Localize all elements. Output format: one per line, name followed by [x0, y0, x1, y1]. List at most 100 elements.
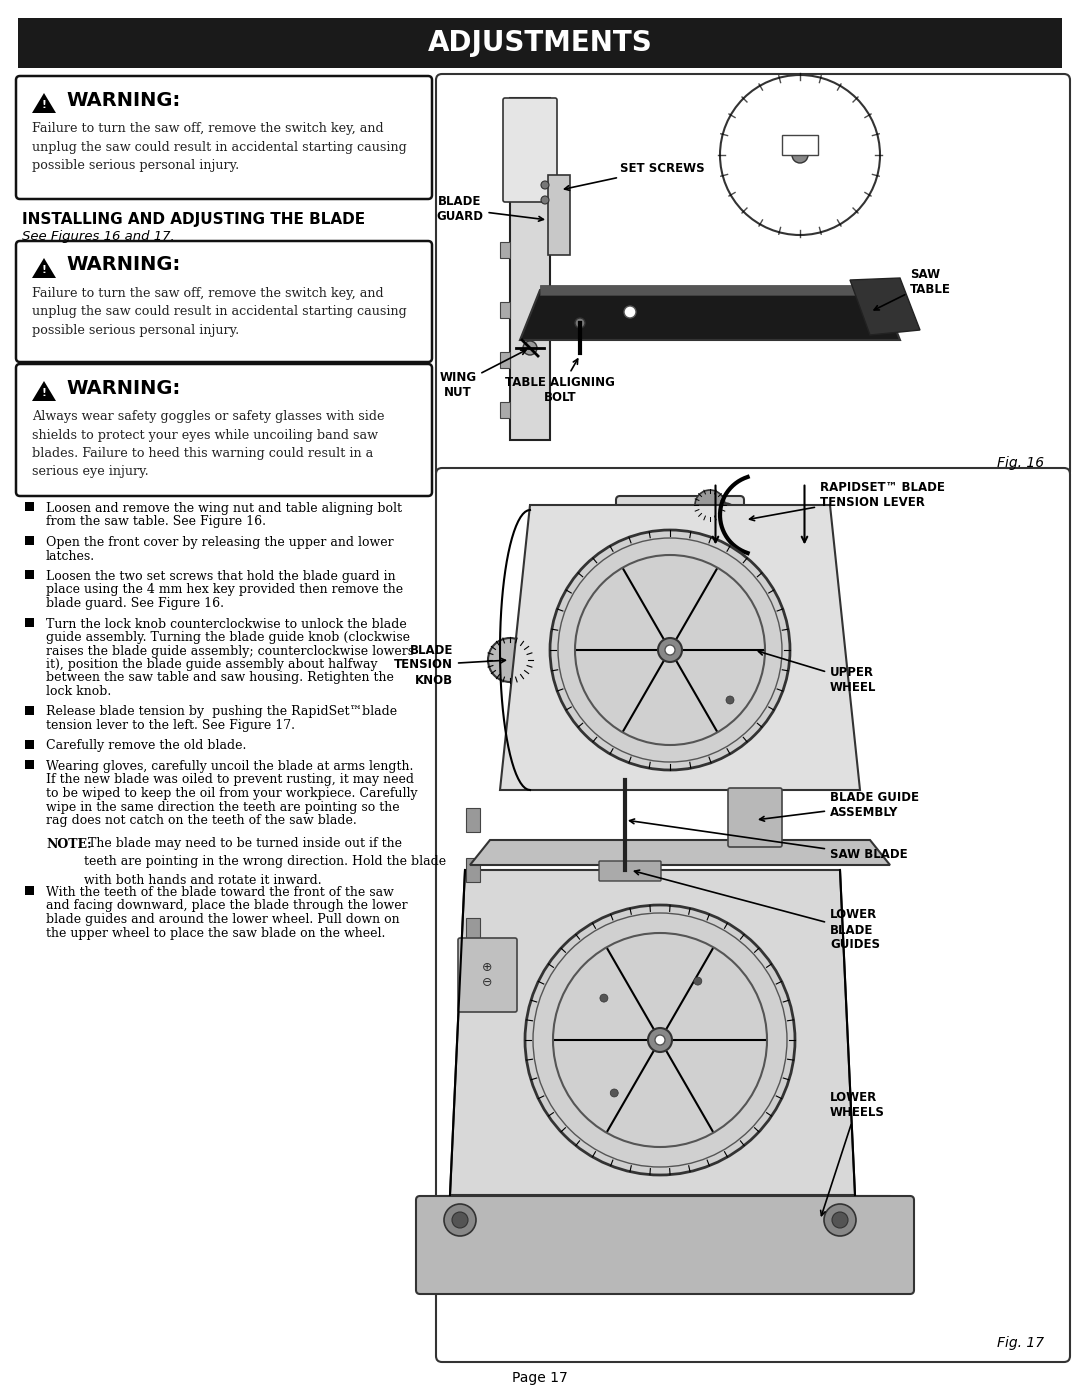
Text: blade guides and around the lower wheel. Pull down on: blade guides and around the lower wheel.…	[46, 914, 400, 926]
Text: See Figures 16 and 17.: See Figures 16 and 17.	[22, 231, 175, 243]
FancyBboxPatch shape	[616, 496, 744, 634]
Circle shape	[824, 1204, 856, 1236]
Bar	[782, 136, 818, 155]
Bar	[500, 242, 510, 258]
Circle shape	[624, 306, 636, 319]
Text: Open the front cover by releasing the upper and lower: Open the front cover by releasing the up…	[46, 536, 393, 549]
Bar	[635, 541, 696, 576]
Text: Carefully remove the old blade.: Carefully remove the old blade.	[46, 739, 246, 753]
Text: rag does not catch on the teeth of the saw blade.: rag does not catch on the teeth of the s…	[46, 814, 356, 827]
Bar	[480, 504, 540, 1310]
Text: Failure to turn the saw off, remove the switch key, and
unplug the saw could res: Failure to turn the saw off, remove the …	[32, 286, 407, 337]
Text: Turn the lock knob counterclockwise to unlock the blade: Turn the lock knob counterclockwise to u…	[46, 617, 407, 630]
Text: !: !	[41, 388, 46, 398]
Bar	[18, 18, 1062, 68]
Text: Release blade tension by  pushing the RapidSet™blade: Release blade tension by pushing the Rap…	[46, 705, 397, 718]
Polygon shape	[540, 285, 880, 295]
Text: LOWER
BLADE
GUIDES: LOWER BLADE GUIDES	[634, 870, 880, 951]
Text: BLADE GUIDE
ASSEMBLY: BLADE GUIDE ASSEMBLY	[759, 791, 919, 821]
Text: raises the blade guide assembly; counterclockwise lowers: raises the blade guide assembly; counter…	[46, 644, 414, 658]
Circle shape	[444, 1204, 476, 1236]
Text: Fig. 17: Fig. 17	[997, 1336, 1044, 1350]
Bar	[465, 918, 480, 942]
Circle shape	[658, 638, 681, 662]
Text: Loosen and remove the wing nut and table aligning bolt: Loosen and remove the wing nut and table…	[46, 502, 402, 515]
Polygon shape	[32, 381, 56, 401]
Text: BLADE
GUARD: BLADE GUARD	[436, 196, 543, 224]
FancyBboxPatch shape	[16, 365, 432, 496]
Text: Loosen the two set screws that hold the blade guard in: Loosen the two set screws that hold the …	[46, 570, 395, 583]
Circle shape	[648, 1028, 672, 1052]
Circle shape	[738, 541, 758, 560]
Circle shape	[693, 977, 702, 985]
FancyBboxPatch shape	[436, 468, 1070, 1362]
Bar	[25, 705, 33, 714]
Text: INSTALLING AND ADJUSTING THE BLADE: INSTALLING AND ADJUSTING THE BLADE	[22, 212, 365, 226]
Text: blade guard. See Figure 16.: blade guard. See Figure 16.	[46, 597, 224, 610]
Text: the upper wheel to place the saw blade on the wheel.: the upper wheel to place the saw blade o…	[46, 926, 386, 940]
Text: wipe in the same direction the teeth are pointing so the: wipe in the same direction the teeth are…	[46, 800, 400, 813]
Circle shape	[550, 529, 789, 770]
Polygon shape	[32, 258, 56, 278]
Bar	[25, 536, 33, 545]
Bar	[25, 502, 33, 511]
FancyBboxPatch shape	[436, 74, 1070, 478]
Text: tension lever to the left. See Figure 17.: tension lever to the left. See Figure 17…	[46, 719, 295, 732]
Polygon shape	[519, 291, 900, 339]
Circle shape	[610, 1090, 618, 1097]
Bar	[548, 175, 570, 256]
Text: guide assembly. Turning the blade guide knob (clockwise: guide assembly. Turning the blade guide …	[46, 631, 410, 644]
Circle shape	[523, 341, 537, 355]
Bar	[500, 352, 510, 367]
Text: SAW BLADE: SAW BLADE	[630, 819, 907, 862]
Text: RAPIDSET™ BLADE
TENSION LEVER: RAPIDSET™ BLADE TENSION LEVER	[750, 481, 945, 521]
Text: latches.: latches.	[46, 549, 95, 563]
Circle shape	[575, 319, 585, 328]
Text: WING
NUT: WING NUT	[440, 351, 526, 400]
Circle shape	[696, 490, 725, 520]
Text: between the saw table and saw housing. Retighten the: between the saw table and saw housing. R…	[46, 672, 394, 685]
Text: Failure to turn the saw off, remove the switch key, and
unplug the saw could res: Failure to turn the saw off, remove the …	[32, 122, 407, 172]
Text: BLADE
TENSION
KNOB: BLADE TENSION KNOB	[394, 644, 505, 686]
Text: TABLE ALIGNING
BOLT: TABLE ALIGNING BOLT	[505, 359, 615, 404]
Polygon shape	[850, 278, 920, 335]
Circle shape	[654, 1035, 665, 1045]
Polygon shape	[500, 504, 860, 789]
Circle shape	[832, 1213, 848, 1228]
Bar	[465, 978, 480, 1002]
Text: WARNING:: WARNING:	[66, 256, 180, 274]
FancyBboxPatch shape	[728, 788, 782, 847]
Polygon shape	[32, 94, 56, 113]
Bar	[25, 886, 33, 895]
Text: WARNING:: WARNING:	[66, 91, 180, 109]
Bar	[510, 98, 550, 440]
Circle shape	[792, 147, 808, 163]
Circle shape	[541, 196, 549, 204]
Text: it), position the blade guide assembly about halfway: it), position the blade guide assembly a…	[46, 658, 378, 671]
Polygon shape	[450, 870, 855, 1194]
Bar	[25, 570, 33, 578]
FancyBboxPatch shape	[458, 937, 517, 1011]
FancyBboxPatch shape	[16, 75, 432, 198]
Circle shape	[665, 645, 675, 655]
Text: SET SCREWS: SET SCREWS	[565, 162, 704, 190]
Circle shape	[541, 182, 549, 189]
Text: With the teeth of the blade toward the front of the saw: With the teeth of the blade toward the f…	[46, 886, 394, 900]
Text: Wearing gloves, carefully uncoil the blade at arms length.: Wearing gloves, carefully uncoil the bla…	[46, 760, 414, 773]
Text: Fig. 16: Fig. 16	[997, 455, 1044, 469]
Text: If the new blade was oiled to prevent rusting, it may need: If the new blade was oiled to prevent ru…	[46, 774, 414, 787]
Text: UPPER
WHEEL: UPPER WHEEL	[758, 651, 876, 694]
Text: NOTE:: NOTE:	[46, 837, 92, 851]
Text: !: !	[41, 265, 46, 275]
Text: The blade may need to be turned inside out if the
teeth are pointing in the wron: The blade may need to be turned inside o…	[84, 837, 446, 887]
FancyBboxPatch shape	[599, 861, 661, 882]
Circle shape	[599, 995, 608, 1002]
Text: Page 17: Page 17	[512, 1370, 568, 1384]
Circle shape	[726, 696, 734, 704]
Bar	[500, 302, 510, 319]
Text: lock knob.: lock knob.	[46, 685, 111, 698]
Circle shape	[488, 638, 532, 682]
Text: to be wiped to keep the oil from your workpiece. Carefully: to be wiped to keep the oil from your wo…	[46, 787, 418, 800]
Circle shape	[525, 905, 795, 1175]
FancyBboxPatch shape	[416, 1196, 914, 1294]
